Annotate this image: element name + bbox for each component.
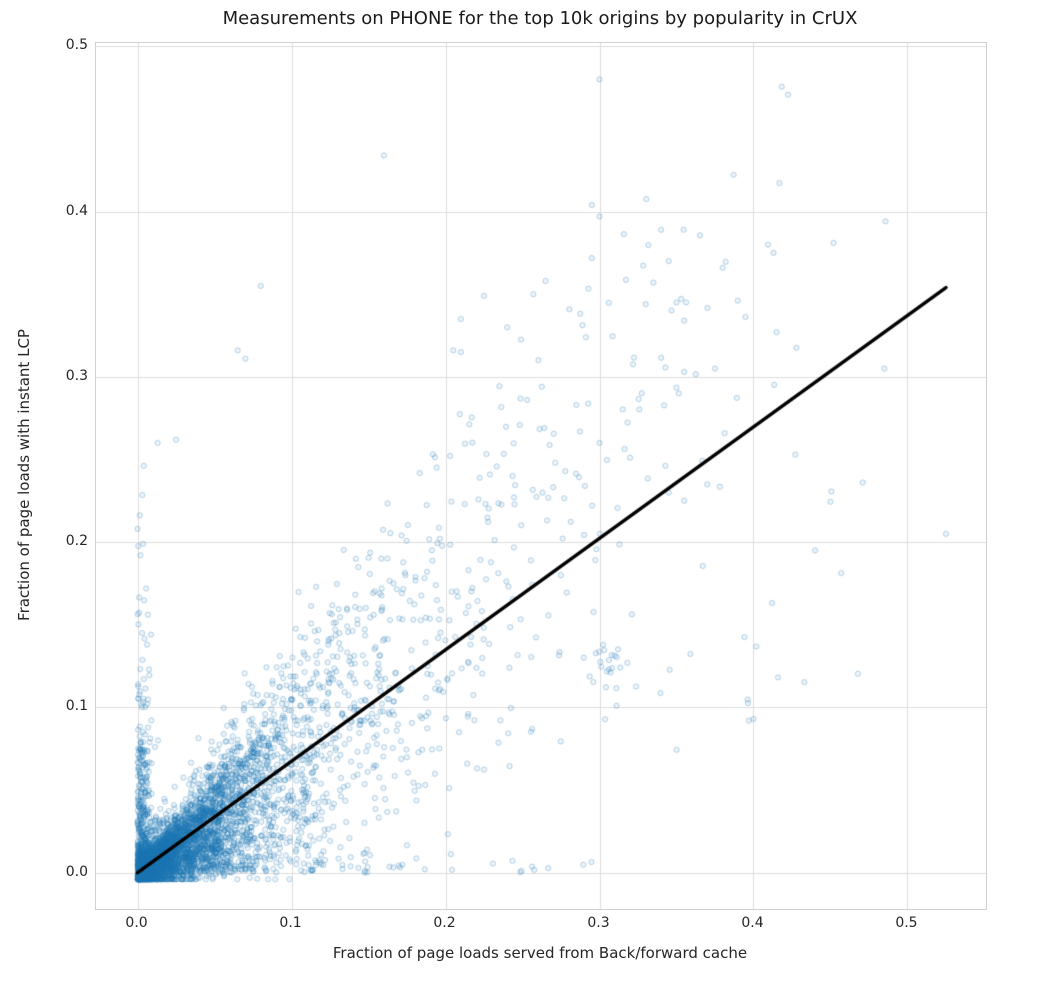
x-tick-label: 0.1: [279, 915, 302, 931]
y-tick-label: 0.5: [65, 37, 88, 54]
x-tick-label: 0.4: [741, 915, 764, 931]
y-tick-label: 0.1: [65, 698, 88, 715]
y-tick-label: 0.2: [65, 533, 88, 550]
y-tick-label: 0.0: [65, 863, 88, 880]
x-axis-label: Fraction of page loads served from Back/…: [332, 944, 748, 962]
y-axis-label: Fraction of page loads with instant LCP: [15, 329, 33, 621]
x-tick-label: 0.0: [125, 915, 148, 931]
y-tick-label: 0.4: [65, 202, 88, 219]
scatter-canvas: [96, 43, 986, 909]
chart-title: Measurements on PHONE for the top 10k or…: [222, 8, 858, 29]
x-tick-label: 0.5: [895, 915, 918, 931]
y-tick-label: 0.3: [65, 367, 88, 384]
plot-area: [95, 42, 987, 910]
x-tick-label: 0.2: [433, 915, 456, 931]
x-tick-label: 0.3: [587, 915, 610, 931]
